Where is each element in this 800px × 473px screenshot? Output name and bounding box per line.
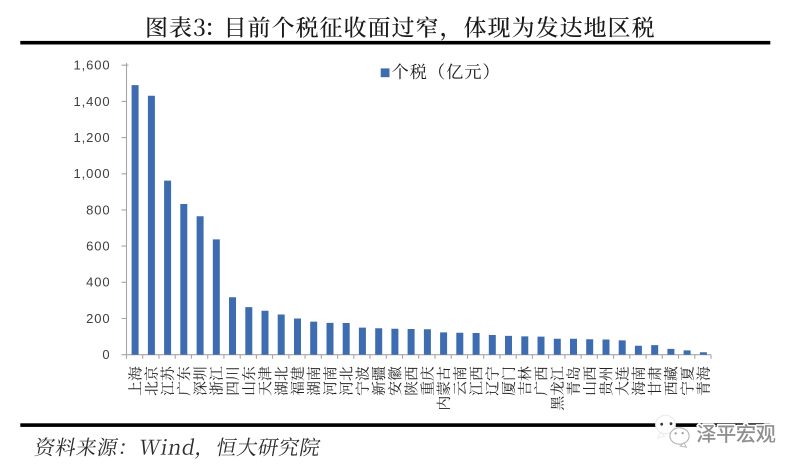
svg-text:1,400: 1,400 [73, 94, 110, 109]
svg-text:1,000: 1,000 [73, 166, 110, 181]
svg-text:1,600: 1,600 [73, 58, 110, 73]
svg-text:600: 600 [86, 239, 110, 254]
svg-text:400: 400 [86, 275, 110, 290]
svg-text:200: 200 [86, 311, 110, 326]
svg-text:0: 0 [102, 347, 110, 362]
svg-text:1,200: 1,200 [73, 130, 110, 145]
svg-text:800: 800 [86, 202, 110, 217]
